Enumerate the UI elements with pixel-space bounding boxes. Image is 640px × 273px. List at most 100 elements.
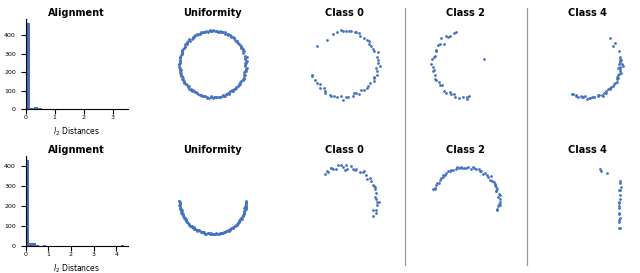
Point bbox=[239, 73, 249, 78]
Point bbox=[175, 71, 186, 75]
Point bbox=[198, 94, 209, 98]
Bar bbox=[36, 245, 39, 246]
Point bbox=[200, 30, 210, 34]
Point bbox=[178, 78, 188, 82]
Point bbox=[190, 227, 200, 231]
Point bbox=[222, 90, 232, 95]
Point bbox=[429, 68, 439, 72]
Point bbox=[177, 208, 187, 212]
Point bbox=[241, 69, 251, 73]
Point bbox=[348, 94, 358, 98]
Point bbox=[232, 221, 243, 225]
Point bbox=[491, 189, 501, 194]
Point bbox=[606, 85, 616, 89]
Point bbox=[241, 201, 251, 205]
Point bbox=[234, 218, 244, 223]
Point bbox=[355, 170, 365, 174]
Point bbox=[175, 61, 185, 65]
Point bbox=[367, 183, 378, 187]
Point bbox=[189, 227, 200, 231]
Point bbox=[234, 218, 244, 222]
Point bbox=[459, 165, 469, 170]
Point bbox=[615, 225, 625, 230]
Point bbox=[211, 29, 221, 33]
Point bbox=[196, 31, 206, 35]
Point bbox=[478, 171, 488, 176]
Point bbox=[234, 42, 244, 46]
Point bbox=[474, 167, 484, 171]
Point bbox=[584, 96, 595, 100]
Point bbox=[191, 90, 201, 94]
Point bbox=[495, 193, 505, 198]
Point bbox=[596, 168, 606, 173]
Point bbox=[195, 32, 205, 37]
Point bbox=[237, 214, 248, 218]
Point bbox=[184, 84, 195, 89]
Point bbox=[490, 182, 500, 187]
Point bbox=[240, 64, 250, 69]
Point bbox=[216, 231, 226, 235]
Point bbox=[175, 201, 186, 206]
Point bbox=[371, 191, 381, 195]
Point bbox=[466, 167, 476, 171]
Point bbox=[191, 228, 202, 232]
Point bbox=[205, 231, 216, 236]
Point bbox=[429, 73, 440, 78]
Point bbox=[355, 34, 365, 38]
Point bbox=[614, 59, 625, 63]
Point bbox=[494, 192, 504, 196]
Point bbox=[461, 96, 472, 101]
Point bbox=[214, 230, 225, 235]
Point bbox=[232, 39, 242, 43]
Point bbox=[195, 229, 205, 234]
Point bbox=[200, 94, 211, 99]
Point bbox=[358, 88, 369, 93]
Point bbox=[179, 80, 189, 84]
Point bbox=[175, 202, 185, 207]
Point bbox=[192, 229, 202, 233]
Point bbox=[174, 199, 184, 203]
Point bbox=[326, 166, 336, 170]
Point bbox=[175, 60, 185, 64]
Point bbox=[178, 214, 188, 218]
Point bbox=[218, 231, 228, 236]
Point bbox=[196, 230, 207, 235]
Point bbox=[179, 46, 189, 51]
Point bbox=[615, 216, 625, 221]
Title: Class 0: Class 0 bbox=[324, 8, 364, 18]
Point bbox=[333, 163, 343, 168]
Point bbox=[571, 94, 581, 98]
Point bbox=[215, 94, 225, 99]
Point bbox=[369, 76, 380, 81]
Point bbox=[369, 75, 380, 79]
Point bbox=[239, 209, 250, 213]
Point bbox=[444, 169, 454, 174]
Point bbox=[372, 200, 383, 204]
Point bbox=[241, 203, 252, 208]
Point bbox=[319, 171, 330, 176]
Point bbox=[230, 224, 240, 228]
Point bbox=[189, 34, 200, 38]
Point bbox=[492, 189, 502, 194]
Point bbox=[195, 230, 205, 234]
Point bbox=[430, 77, 440, 81]
Point bbox=[239, 72, 250, 77]
Point bbox=[366, 44, 376, 48]
X-axis label: $l_2$ Distances: $l_2$ Distances bbox=[53, 126, 100, 138]
Point bbox=[429, 55, 440, 60]
Point bbox=[612, 75, 623, 80]
Point bbox=[616, 70, 627, 75]
Point bbox=[180, 45, 190, 49]
Point bbox=[216, 94, 227, 99]
Point bbox=[360, 173, 371, 177]
Point bbox=[323, 169, 333, 173]
Point bbox=[372, 203, 382, 207]
Point bbox=[492, 208, 502, 212]
Point bbox=[223, 229, 234, 233]
Point bbox=[181, 82, 191, 86]
Point bbox=[184, 37, 195, 41]
Point bbox=[428, 187, 438, 191]
Point bbox=[610, 81, 620, 85]
Point bbox=[205, 94, 216, 99]
Point bbox=[468, 166, 479, 170]
